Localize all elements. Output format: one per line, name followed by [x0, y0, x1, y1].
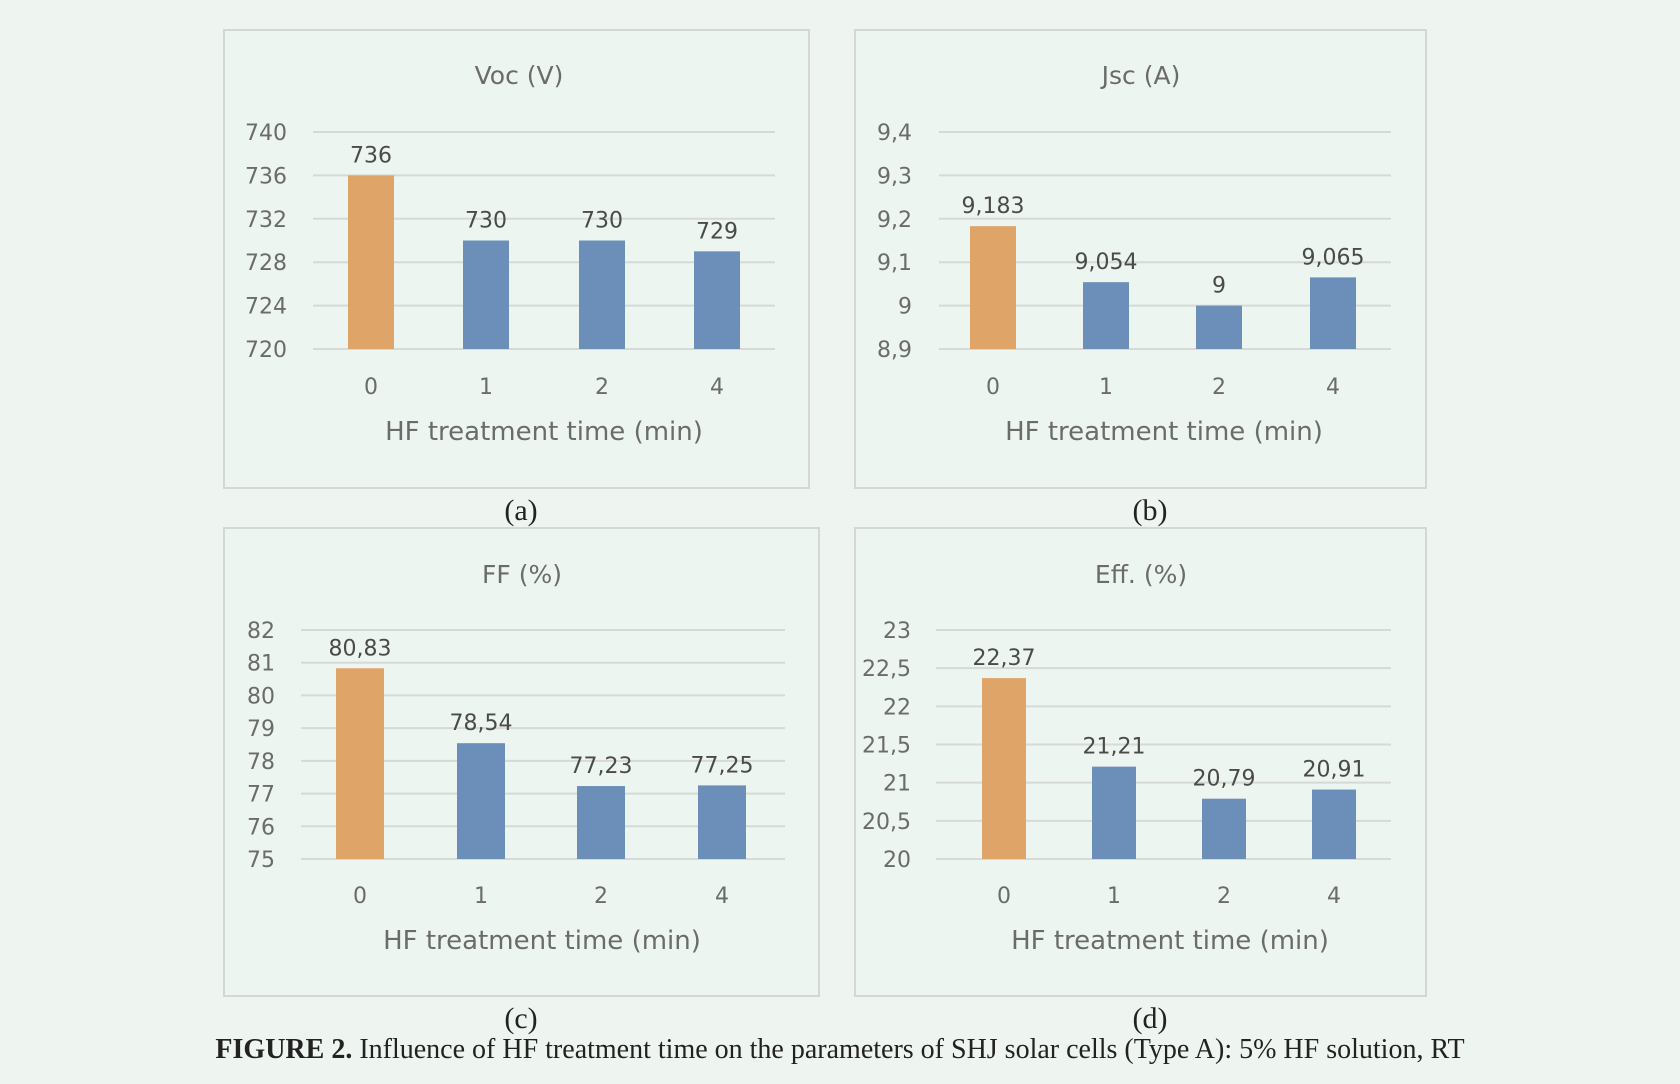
- y-tick-label-eff: 22: [883, 695, 911, 720]
- chart-panel-voc: Voc (V) 720 724 728 732 736 740 736 0 730 1 730 2 729…: [223, 29, 810, 489]
- y-tick-label-voc: 732: [245, 208, 287, 233]
- bar-jsc-4: [1310, 277, 1356, 349]
- y-tick-label-ff: 80: [247, 684, 275, 709]
- chart-eff: Eff. (%) 20 20,5 21 21,5 22 22,5 23 22,37 0 21,21 1…: [862, 560, 1391, 956]
- data-label-eff-4: 20,91: [1303, 758, 1366, 783]
- bar-voc-2: [579, 240, 625, 349]
- x-axis-title-jsc: HF treatment time (min): [1005, 417, 1323, 447]
- sublabel-c: (c): [504, 1002, 538, 1035]
- chart-title-eff: Eff. (%): [1095, 560, 1187, 589]
- sublabel-b: (b): [1132, 494, 1168, 527]
- chart-panel-jsc: Jsc (A) 8,9 9 9,1 9,2 9,3 9,4 9,183 0 9,054 1 9 2 9,0…: [854, 29, 1427, 489]
- chart-title-ff: FF (%): [482, 560, 562, 589]
- data-label-ff-0: 80,83: [329, 636, 392, 661]
- caption-text: Influence of HF treatment time on the pa…: [352, 1034, 1465, 1065]
- y-tick-label-eff: 20,5: [862, 810, 911, 835]
- x-tick-label-ff: 1: [474, 884, 488, 909]
- data-label-jsc-1: 9,054: [1075, 250, 1138, 275]
- y-tick-label-ff: 77: [247, 783, 275, 808]
- x-axis-title-voc: HF treatment time (min): [385, 417, 703, 447]
- data-label-jsc-0: 9,183: [962, 194, 1025, 219]
- x-axis-title-ff: HF treatment time (min): [383, 926, 701, 956]
- x-tick-label-eff: 2: [1217, 884, 1231, 909]
- bar-ff-4: [698, 785, 746, 859]
- data-label-ff-4: 77,25: [691, 753, 754, 778]
- y-tick-label-jsc: 9,4: [877, 121, 912, 146]
- data-label-eff-2: 20,79: [1193, 767, 1256, 792]
- x-tick-label-ff: 4: [715, 884, 729, 909]
- x-tick-label-ff: 2: [594, 884, 608, 909]
- y-tick-label-jsc: 9: [898, 295, 912, 320]
- y-tick-label-voc: 724: [245, 295, 287, 320]
- x-tick-label-voc: 4: [710, 375, 724, 400]
- y-tick-label-jsc: 9,1: [877, 251, 912, 276]
- y-tick-label-eff: 20: [883, 848, 911, 873]
- bar-eff-0: [982, 678, 1026, 859]
- chart-title-jsc: Jsc (A): [1100, 61, 1181, 90]
- chart-voc: Voc (V) 720 724 728 732 736 740 736 0 730 1 730 2 729…: [245, 61, 775, 447]
- y-tick-label-ff: 79: [247, 717, 275, 742]
- data-label-voc-2: 730: [581, 209, 623, 234]
- bar-jsc-1: [1083, 282, 1129, 349]
- data-label-voc-1: 730: [465, 209, 507, 234]
- x-tick-label-voc: 0: [364, 375, 378, 400]
- data-label-eff-0: 22,37: [973, 646, 1036, 671]
- data-label-jsc-4: 9,065: [1302, 245, 1365, 270]
- x-tick-label-eff: 4: [1327, 884, 1341, 909]
- x-tick-label-voc: 2: [595, 375, 609, 400]
- x-tick-label-eff: 0: [997, 884, 1011, 909]
- data-label-ff-2: 77,23: [570, 754, 633, 779]
- data-label-eff-1: 21,21: [1083, 735, 1146, 760]
- caption-label: FIGURE 2.: [215, 1034, 353, 1065]
- y-tick-label-ff: 81: [247, 652, 275, 677]
- x-tick-label-voc: 1: [479, 375, 493, 400]
- bar-eff-1: [1092, 766, 1136, 859]
- x-tick-label-jsc: 4: [1326, 375, 1340, 400]
- figure-caption: FIGURE 2. Influence of HF treatment time…: [0, 1034, 1680, 1066]
- bar-jsc-0: [970, 226, 1016, 349]
- chart-panel-eff: Eff. (%) 20 20,5 21 21,5 22 22,5 23 22,37 0 21,21 1…: [854, 527, 1427, 997]
- data-label-jsc-2: 9: [1212, 274, 1226, 299]
- y-tick-label-ff: 78: [247, 750, 275, 775]
- y-tick-label-eff: 23: [883, 619, 911, 644]
- x-tick-label-jsc: 0: [986, 375, 1000, 400]
- y-tick-label-voc: 736: [245, 164, 287, 189]
- y-tick-label-voc: 728: [245, 251, 287, 276]
- y-tick-label-ff: 82: [247, 619, 275, 644]
- bar-voc-4: [694, 251, 740, 349]
- data-label-ff-1: 78,54: [450, 711, 513, 736]
- y-tick-label-jsc: 9,2: [877, 208, 912, 233]
- y-tick-label-eff: 21: [883, 772, 911, 797]
- data-label-voc-0: 736: [350, 143, 392, 168]
- y-tick-label-jsc: 8,9: [877, 338, 912, 363]
- y-tick-label-ff: 76: [247, 815, 275, 840]
- x-tick-label-ff: 0: [353, 884, 367, 909]
- x-tick-label-jsc: 1: [1099, 375, 1113, 400]
- bar-voc-0: [348, 175, 394, 349]
- bar-ff-0: [336, 668, 384, 859]
- bar-eff-2: [1202, 798, 1246, 859]
- x-axis-title-eff: HF treatment time (min): [1011, 926, 1329, 956]
- y-tick-label-eff: 22,5: [862, 657, 911, 682]
- bar-ff-1: [457, 743, 505, 859]
- y-tick-label-ff: 75: [247, 848, 275, 873]
- chart-ff: FF (%) 75 76 77 78 79 80 81 82 80,83 0 78,54 1 77,23 2…: [247, 560, 785, 956]
- chart-panel-ff: FF (%) 75 76 77 78 79 80 81 82 80,83 0 78,54 1 77,23 2…: [223, 527, 820, 997]
- sublabel-a: (a): [504, 494, 538, 527]
- y-tick-label-eff: 21,5: [862, 734, 911, 759]
- x-tick-label-jsc: 2: [1212, 375, 1226, 400]
- data-label-voc-4: 729: [696, 219, 738, 244]
- y-tick-label-voc: 720: [245, 338, 287, 363]
- sublabel-d: (d): [1132, 1002, 1168, 1035]
- chart-title-voc: Voc (V): [475, 61, 564, 90]
- bar-jsc-2: [1196, 305, 1242, 349]
- bar-voc-1: [463, 240, 509, 349]
- bar-ff-2: [577, 786, 625, 859]
- y-tick-label-jsc: 9,3: [877, 164, 912, 189]
- x-tick-label-eff: 1: [1107, 884, 1121, 909]
- chart-jsc: Jsc (A) 8,9 9 9,1 9,2 9,3 9,4 9,183 0 9,054 1 9 2 9,0…: [877, 61, 1391, 447]
- y-tick-label-voc: 740: [245, 121, 287, 146]
- bar-eff-4: [1312, 789, 1356, 859]
